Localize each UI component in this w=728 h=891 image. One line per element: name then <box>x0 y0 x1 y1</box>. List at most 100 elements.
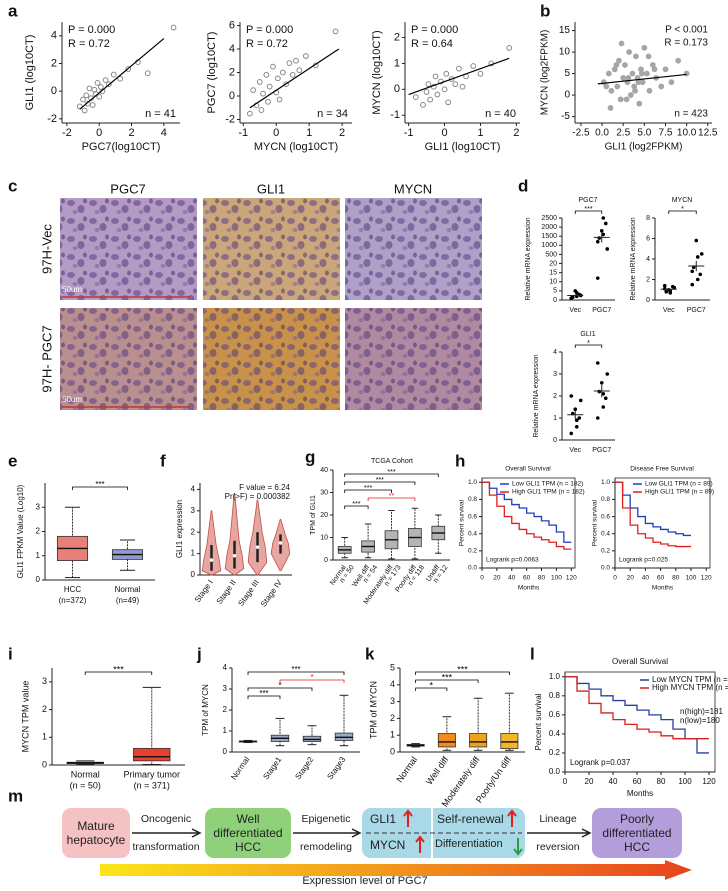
scale-label: 50um <box>62 395 82 404</box>
x-tick-label: Stage III <box>236 578 260 608</box>
x-tick-label: 0 <box>96 127 102 139</box>
y-tick-label: 0.6 <box>549 710 561 719</box>
point <box>595 361 600 365</box>
diagram-node: Well differentiated HCC <box>213 812 283 854</box>
point <box>266 83 273 90</box>
node-box <box>62 808 130 858</box>
y-tick-label: 0 <box>564 90 570 101</box>
panel-label: f <box>160 451 166 470</box>
x-tick-label: 120 <box>566 575 577 582</box>
ihc-cells <box>203 198 340 300</box>
y-tick-label: 2 <box>51 57 57 69</box>
point <box>573 407 578 412</box>
point <box>423 89 430 95</box>
y-tick-label: 0 <box>394 83 400 95</box>
point <box>578 398 583 403</box>
significance-bracket <box>344 473 439 477</box>
chart: 0.0 0.2 0.4 0.6 0.8 1.0 Percent survival 0 20 40 6… <box>459 466 585 592</box>
x-tick-label: HCC <box>64 585 82 594</box>
y-tick-label: 8 <box>646 215 650 222</box>
point <box>425 81 432 88</box>
y-axis-label: TPM of MYCN <box>201 684 210 736</box>
y-tick-label: 15 <box>549 270 557 277</box>
point <box>662 286 667 291</box>
point <box>302 53 309 59</box>
point <box>443 70 450 77</box>
survival-curve <box>565 676 709 740</box>
point <box>263 71 270 78</box>
point <box>603 221 608 226</box>
y-tick-label: 15 <box>559 25 571 36</box>
gradient-arrow <box>100 860 692 880</box>
y-tick-label: 1.0 <box>549 672 561 681</box>
diagram-node: Mature hepatocyte <box>66 819 126 847</box>
point <box>699 252 704 256</box>
significance-bracket <box>344 489 392 493</box>
up-arrow <box>415 835 425 853</box>
y-tick-label: 4 <box>553 349 557 356</box>
chart: -1 0 1 2 MYCN (log10CT) -1 0 1 2 GLI1 (log10CT) P … <box>371 22 520 153</box>
legend-label: Low MYCN TPM (n = 180) <box>652 675 728 684</box>
chart: -5 0 5 10 15 MYCN (log2FPKM) -2.5 0.0 2.5 5.0 7.5 1… <box>540 22 718 153</box>
significance-bracket <box>415 679 479 683</box>
point <box>621 62 628 68</box>
scale-label: 50um <box>62 285 82 294</box>
y-tick-label: 0 <box>324 557 328 564</box>
point <box>643 70 650 77</box>
x-tick-label: Stage1 <box>261 755 283 781</box>
point <box>635 79 642 86</box>
point <box>638 70 645 77</box>
y-tick-label: 2000 <box>541 224 557 231</box>
point <box>595 416 600 420</box>
fit-line <box>249 48 340 109</box>
median <box>209 558 214 562</box>
point <box>441 86 448 93</box>
point <box>125 66 132 72</box>
annotation: n = 34 <box>317 108 348 120</box>
point <box>597 389 602 394</box>
y-tick-label: 0.0 <box>468 565 477 572</box>
panel-label: d <box>518 176 528 195</box>
survival-curve <box>565 676 709 754</box>
point <box>260 90 266 97</box>
point <box>614 83 621 90</box>
y-tick-label: 40 <box>320 467 328 474</box>
legend-label: High GLI1 TPM (n = 89) <box>645 489 714 496</box>
y-tick-label: 0.4 <box>468 530 477 537</box>
point <box>672 285 677 290</box>
x-tick-label: 80 <box>657 777 666 786</box>
x-axis-label: PGC7(log10CT) <box>82 141 161 153</box>
x-tick-label: 20 <box>585 777 594 786</box>
point <box>698 272 703 277</box>
significance-label: * <box>278 681 281 690</box>
plot-frame <box>481 477 576 569</box>
panel-label: j <box>196 644 202 663</box>
x-tick-label: 20 <box>493 575 501 582</box>
arrow <box>293 828 362 838</box>
point <box>605 70 612 77</box>
point <box>569 431 574 436</box>
y-axis-label: MYCN (log10CT) <box>371 30 383 114</box>
point <box>110 71 117 78</box>
y-tick-label: 0 <box>390 746 395 756</box>
annotation: n = 41 <box>145 108 176 120</box>
y-tick-label: 2 <box>390 713 395 723</box>
significance-label: *** <box>95 480 104 489</box>
point <box>470 63 477 69</box>
survival-curve <box>615 481 691 537</box>
point <box>283 81 290 88</box>
point <box>574 290 579 295</box>
y-axis-label: MYCN (log2FPKM) <box>540 30 551 116</box>
point <box>81 107 88 114</box>
y-axis-label: Relative mRNA expression <box>630 217 637 300</box>
y-axis-label: GLI1 (log10CT) <box>24 35 36 111</box>
median <box>278 541 283 545</box>
x-tick-label: Normal <box>394 755 419 785</box>
ihc-cells <box>345 308 482 410</box>
x-tick-label: Vec <box>663 307 675 314</box>
point <box>452 81 459 88</box>
x-tick-label: 40 <box>508 575 516 582</box>
y-axis-label: TPM of MYCN <box>368 681 378 739</box>
